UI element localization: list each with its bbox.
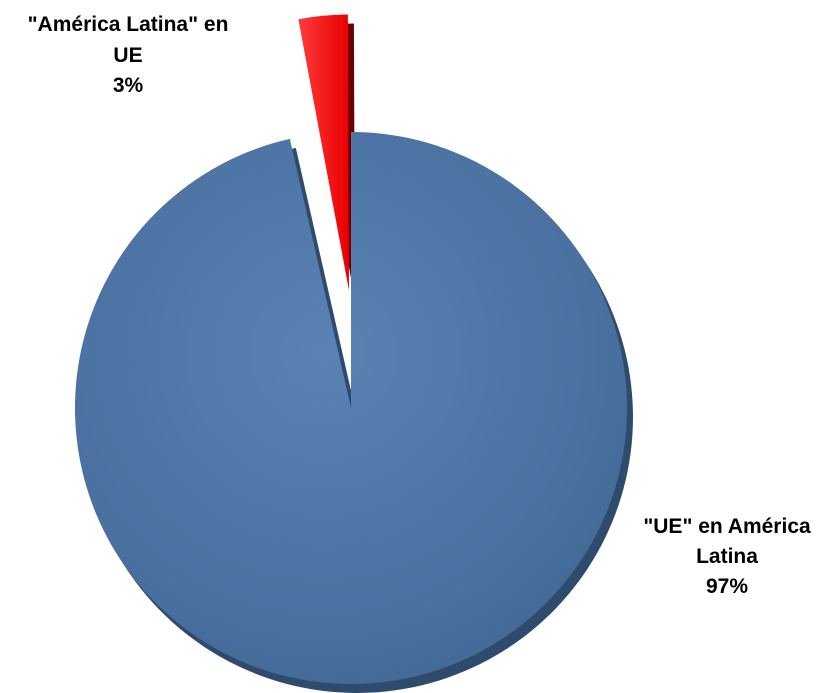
slice-label-main-line1: "UE" en América — [643, 515, 811, 538]
slice-label-exploded: "América Latina" en UE 3% — [28, 13, 229, 97]
slice-label-main: "UE" en América Latina 97% — [643, 515, 811, 598]
pie-slice-0 — [74, 132, 627, 684]
slice-label-exploded-line2: UE — [113, 44, 142, 67]
slices — [74, 14, 627, 684]
slice-pct-exploded: 3% — [113, 74, 144, 97]
pie-slice-1 — [298, 14, 350, 291]
slice-label-exploded-line1: "América Latina" en — [28, 13, 229, 36]
slice-label-main-line2: Latina — [696, 545, 758, 568]
slice-pct-main: 97% — [706, 575, 748, 598]
